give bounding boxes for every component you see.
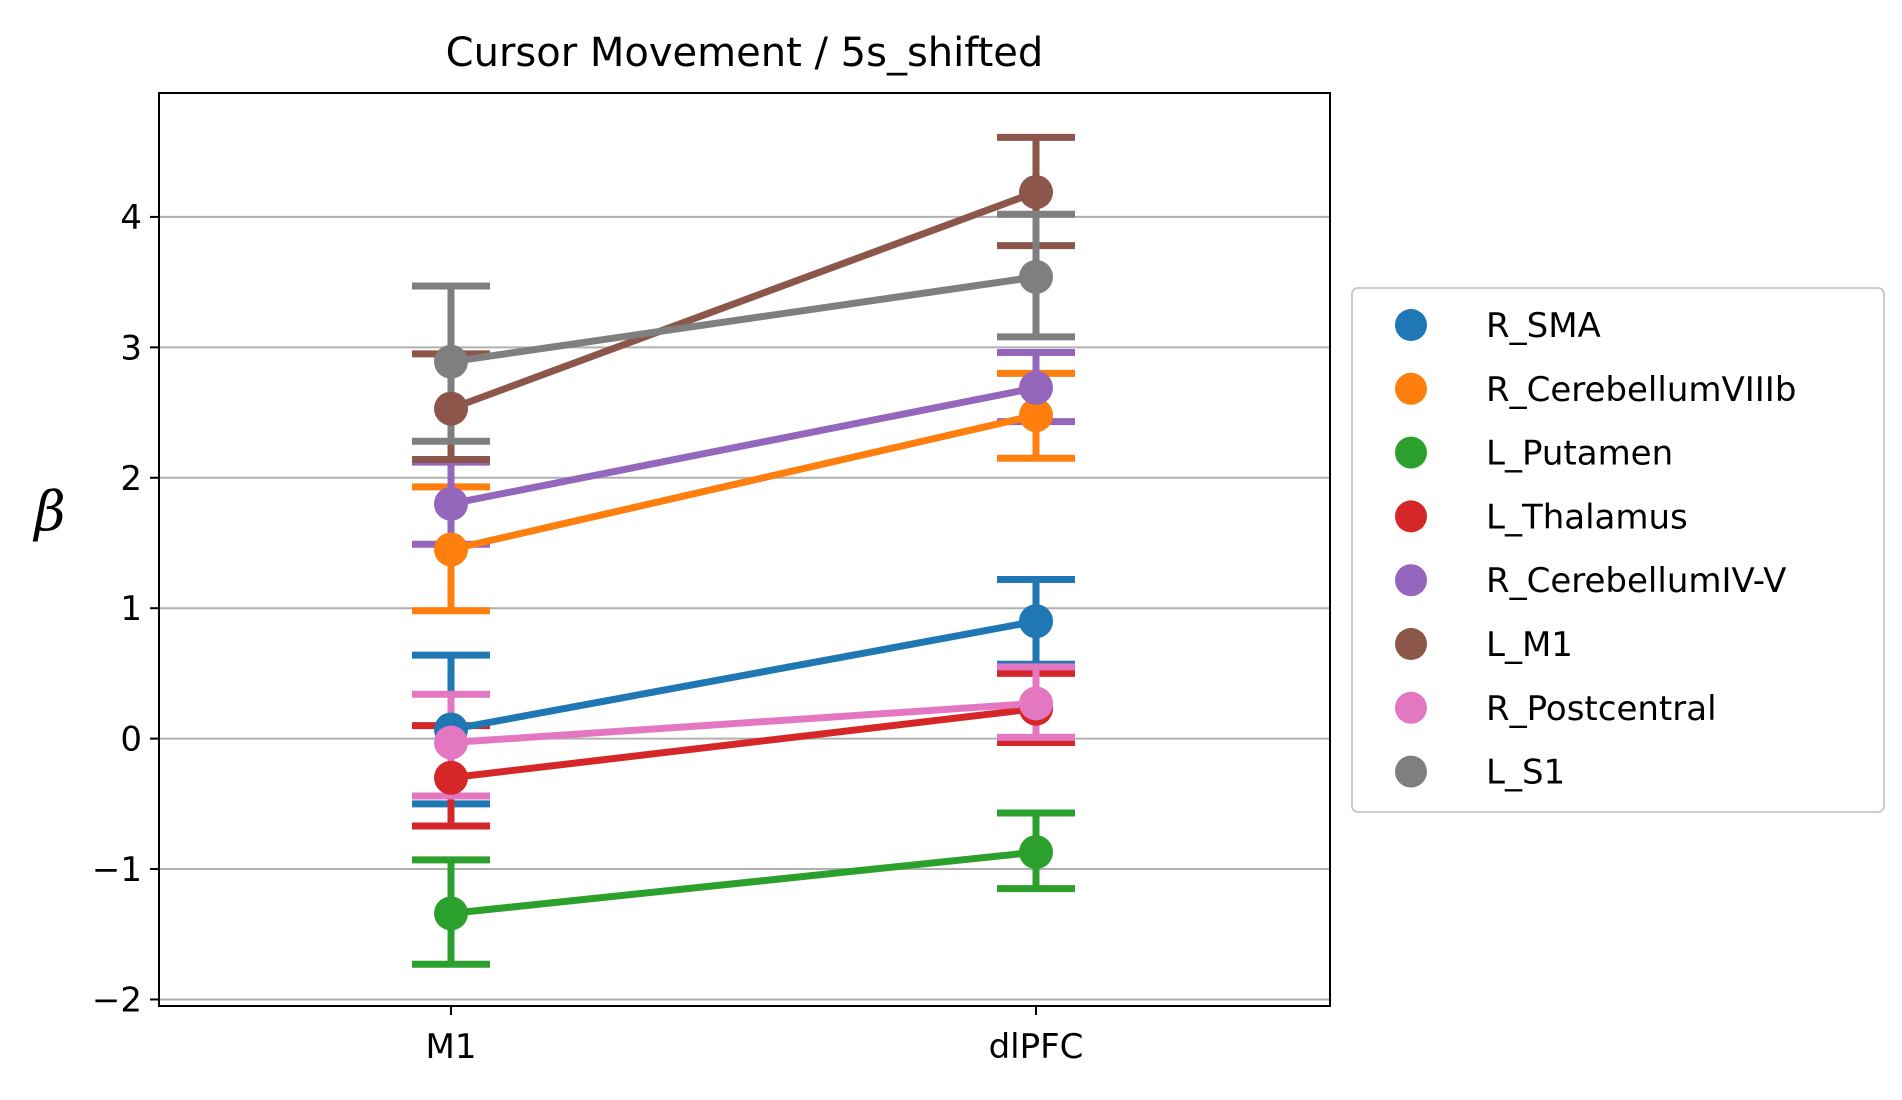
series-line-r-cerebellumviiib xyxy=(447,411,1040,553)
series-line-r-postcentral xyxy=(447,699,1040,747)
data-point-r-cerebellumviiib xyxy=(1019,398,1053,433)
legend-marker-l-thalamus xyxy=(1395,500,1427,533)
y-tick-label: −1 xyxy=(92,850,142,890)
series-line-l-putamen xyxy=(447,848,1040,917)
series-lines xyxy=(447,188,1040,917)
data-point-l-thalamus xyxy=(434,760,468,795)
series-line-r-sma xyxy=(447,617,1040,733)
data-point-l-m1 xyxy=(1019,175,1053,210)
legend-marker-r-cerebellumiv-v xyxy=(1395,564,1427,597)
legend-marker-r-sma xyxy=(1395,309,1427,341)
legend-label-l-putamen: L_Putamen xyxy=(1486,434,1673,474)
x-axis-ticks: M1 dlPFC xyxy=(426,1006,1084,1067)
data-point-r-postcentral xyxy=(1019,686,1053,721)
chart-title: Cursor Movement / 5s_shifted xyxy=(446,30,1044,76)
data-point-r-cerebellumviiib xyxy=(434,532,468,567)
data-point-l-putamen xyxy=(434,896,468,931)
legend-label-l-thalamus: L_Thalamus xyxy=(1486,497,1688,537)
legend-marker-l-putamen xyxy=(1395,436,1427,469)
legend-marker-r-postcentral xyxy=(1395,691,1427,724)
data-point-l-m1 xyxy=(434,391,468,426)
data-point-r-cerebellumiv-v xyxy=(434,486,468,521)
x-tick-label: dlPFC xyxy=(989,1027,1084,1067)
series-line-l-m1 xyxy=(447,188,1040,413)
plot-frame xyxy=(158,92,1331,1007)
legend-label-r-cerebellumiv-v: R_CerebellumIV-V xyxy=(1486,561,1786,601)
y-tick-label: 1 xyxy=(120,589,142,629)
error-bars xyxy=(412,133,1075,968)
legend-marker-r-cerebellumviiib xyxy=(1395,372,1427,405)
data-point-r-postcentral xyxy=(434,725,468,760)
data-point-l-s1 xyxy=(434,344,468,379)
legend-marker-l-s1 xyxy=(1395,755,1427,788)
series-line-l-s1 xyxy=(447,273,1040,366)
series-points xyxy=(434,175,1053,931)
legend-label-l-s1: L_S1 xyxy=(1486,753,1565,793)
series-line-r-cerebellumiv-v xyxy=(447,384,1040,508)
legend-label-r-sma: R_SMA xyxy=(1486,306,1601,346)
y-axis-label: β xyxy=(32,480,65,543)
x-tick-label: M1 xyxy=(426,1027,477,1067)
legend-frame xyxy=(1351,287,1885,813)
legend-marker-l-m1 xyxy=(1395,628,1427,660)
legend-label-l-m1: L_M1 xyxy=(1486,625,1573,665)
y-tick-label: −2 xyxy=(92,980,142,1020)
data-point-r-sma xyxy=(1019,604,1053,639)
data-point-l-putamen xyxy=(1019,835,1053,870)
y-gridlines xyxy=(159,215,1330,1001)
legend-label-r-postcentral: R_Postcentral xyxy=(1486,689,1717,729)
y-tick-label: 4 xyxy=(120,198,142,238)
data-point-r-cerebellumiv-v xyxy=(1019,370,1053,405)
y-tick-label: 2 xyxy=(120,459,142,499)
y-tick-label: 3 xyxy=(120,328,142,368)
data-point-l-s1 xyxy=(1019,259,1053,294)
legend: R_SMA R_CerebellumVIIIb L_Putamen L_Thalamu… xyxy=(1351,287,1885,813)
y-tick-label: 0 xyxy=(120,720,142,760)
legend-label-r-cerebellumviiib: R_CerebellumVIIIb xyxy=(1486,370,1796,410)
y-axis-ticks: −2 −1 0 1 2 3 4 xyxy=(92,198,159,1020)
series-line-l-thalamus xyxy=(447,705,1040,782)
